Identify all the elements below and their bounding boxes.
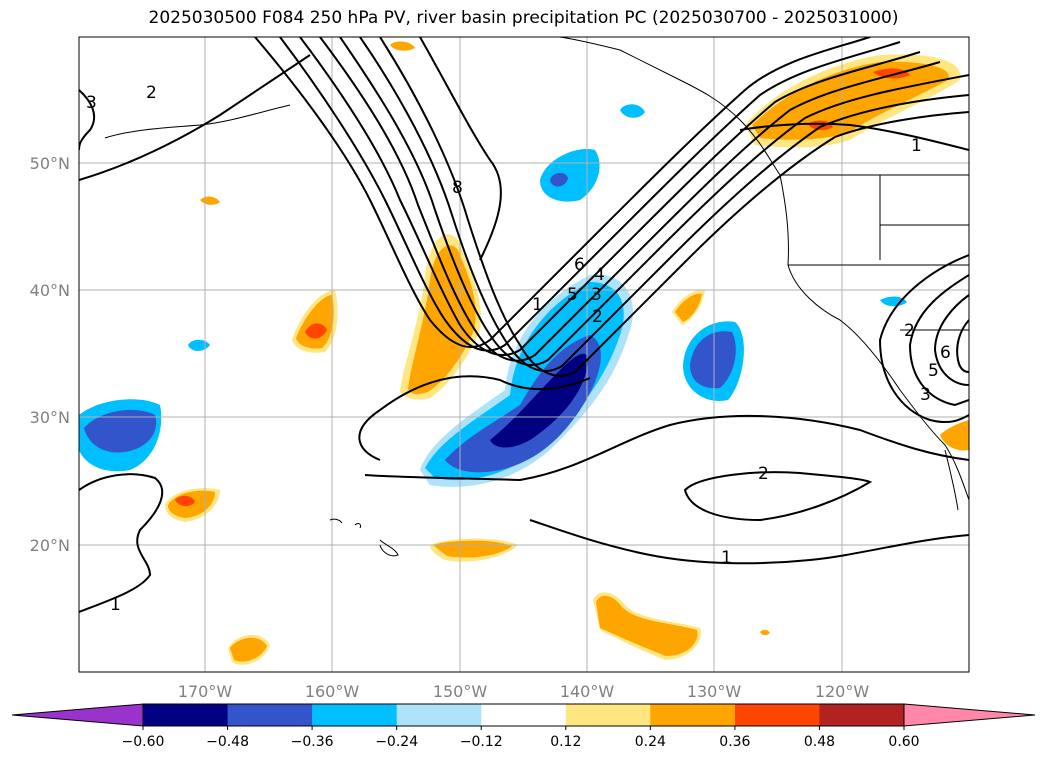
- colorbar: −0.60 −0.48 −0.36 −0.24 −0.12 0.12 0.24 0.36 0.4…: [11, 703, 1036, 750]
- pv-contours: [79, 37, 969, 613]
- contour-label: 1: [110, 595, 121, 615]
- contour-label: 1: [911, 136, 922, 156]
- pos-ridge-mid: [408, 245, 476, 395]
- contour-label: 3: [86, 93, 97, 113]
- lon-tick-label: 140°W: [560, 682, 615, 701]
- contour-label: 1: [532, 295, 543, 315]
- colorbar-tick-label: 0.48: [804, 734, 835, 750]
- lon-tick-label: 170°W: [178, 682, 233, 701]
- map-frame: [78, 36, 970, 673]
- colorbar-segment: [481, 704, 567, 726]
- colorbar-segment: [565, 704, 651, 726]
- neg-blob-west-core: [84, 409, 157, 453]
- colorbar-tick-label: −0.60: [122, 734, 165, 750]
- colorbar-segment: [312, 704, 398, 726]
- colorbar-frame: [142, 703, 905, 727]
- colorbar-tick-label: −0.24: [375, 734, 418, 750]
- lon-tick-label: 150°W: [433, 682, 488, 701]
- contour-label: 1: [721, 548, 732, 568]
- neg-blob-ne: [540, 149, 600, 202]
- lat-tick-label: 40°N: [30, 281, 70, 300]
- contour-label: 2: [758, 464, 769, 484]
- lon-tick-label: 120°W: [815, 682, 870, 701]
- colorbar-tick-label: 0.60: [888, 734, 919, 750]
- lat-tick-label: 20°N: [30, 536, 70, 555]
- colorbar-ticks: −0.60 −0.48 −0.36 −0.24 −0.12 0.12 0.24 0.36 0.4…: [122, 726, 920, 750]
- contour-label: 8: [452, 178, 463, 198]
- colorbar-tick-label: −0.48: [206, 734, 249, 750]
- lat-tick-label: 30°N: [30, 408, 70, 427]
- contour-label: 6: [574, 255, 585, 275]
- contour-label: 4: [594, 265, 605, 285]
- colorbar-tick-label: −0.36: [291, 734, 334, 750]
- contour-label: 2: [592, 307, 603, 327]
- lon-tick-label: 130°W: [687, 682, 742, 701]
- contour-label: 2: [146, 83, 157, 103]
- neg-blob-ne-core: [550, 172, 568, 187]
- colorbar-segment: [734, 704, 820, 726]
- colorbar-tick-label: −0.12: [460, 734, 503, 750]
- map-title: 2025030500 F084 250 hPa PV, river basin …: [148, 8, 899, 28]
- neg-band-mid: [425, 282, 624, 481]
- colorbar-tick-label: 0.36: [719, 734, 750, 750]
- colorbar-tick-label: 0.24: [635, 734, 666, 750]
- contour-label: 3: [920, 385, 931, 405]
- lon-tick-labels: 170°W 160°W 150°W 140°W 130°W 120°W: [178, 682, 870, 701]
- colorbar-extend-low: [11, 703, 144, 727]
- contour-label: 5: [567, 285, 578, 305]
- gridlines: [79, 37, 969, 672]
- neg-band-core: [490, 353, 589, 448]
- contour-label: 6: [940, 343, 951, 363]
- colorbar-segment: [819, 704, 905, 726]
- contour-label: 5: [928, 361, 939, 381]
- contour-labels: 8 6 5 4 3 2 1 3 2 1 2 1 2 5 6 1 3: [86, 83, 951, 615]
- contour-label: 2: [904, 321, 915, 341]
- lat-tick-label: 50°N: [30, 154, 70, 173]
- lat-tick-labels: 50°N 40°N 30°N 20°N: [30, 154, 70, 555]
- colorbar-segments: [11, 703, 1036, 727]
- colorbar-segment: [650, 704, 736, 726]
- neg-blob-east-core: [690, 331, 736, 389]
- lon-tick-label: 160°W: [305, 682, 360, 701]
- contour-label: 3: [591, 285, 602, 305]
- colorbar-segment: [227, 704, 313, 726]
- colorbar-extend-high: [903, 703, 1036, 727]
- colorbar-segment: [396, 704, 482, 726]
- colorbar-tick-label: 0.12: [550, 734, 581, 750]
- colorbar-segment: [143, 704, 229, 726]
